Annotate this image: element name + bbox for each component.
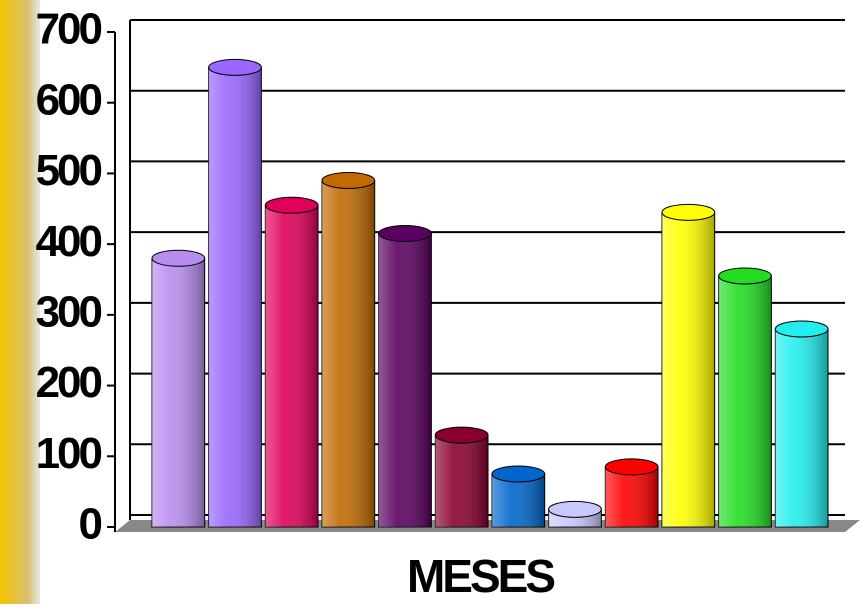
bar-top [548, 500, 602, 518]
bar-shade [208, 67, 262, 527]
bar-top [604, 458, 659, 476]
bar-shade [718, 275, 772, 527]
bar-shade [378, 233, 432, 528]
bar-shade [775, 329, 829, 527]
bar-top [264, 196, 319, 214]
bar-top [774, 320, 829, 338]
bar-top [378, 225, 432, 243]
y-tick-label: 400 [36, 217, 102, 266]
y-tick-label: 300 [36, 287, 102, 336]
bar-top [434, 426, 489, 444]
y-tick-label: 700 [36, 5, 102, 54]
bar-top [491, 465, 546, 483]
y-tick-label: 0 [79, 500, 102, 549]
bar-top [661, 203, 716, 221]
side-strip [0, 0, 40, 604]
bar-top [208, 58, 262, 76]
bar-top [718, 267, 772, 285]
bar-shade [435, 435, 489, 527]
y-tick-label: 500 [36, 146, 102, 195]
bar-top [321, 172, 376, 189]
bar-shade [491, 473, 545, 527]
y-tick-label: 200 [36, 358, 102, 407]
bar-top [151, 249, 206, 267]
bar-shade [321, 180, 375, 527]
y-tick-label: 600 [36, 75, 102, 124]
bar-shade [661, 212, 715, 528]
bar-shade [605, 466, 659, 527]
bar-shade [265, 205, 319, 527]
x-axis-label: MESES [407, 550, 554, 602]
y-tick-label: 100 [36, 429, 102, 478]
bar-shade [151, 258, 205, 527]
